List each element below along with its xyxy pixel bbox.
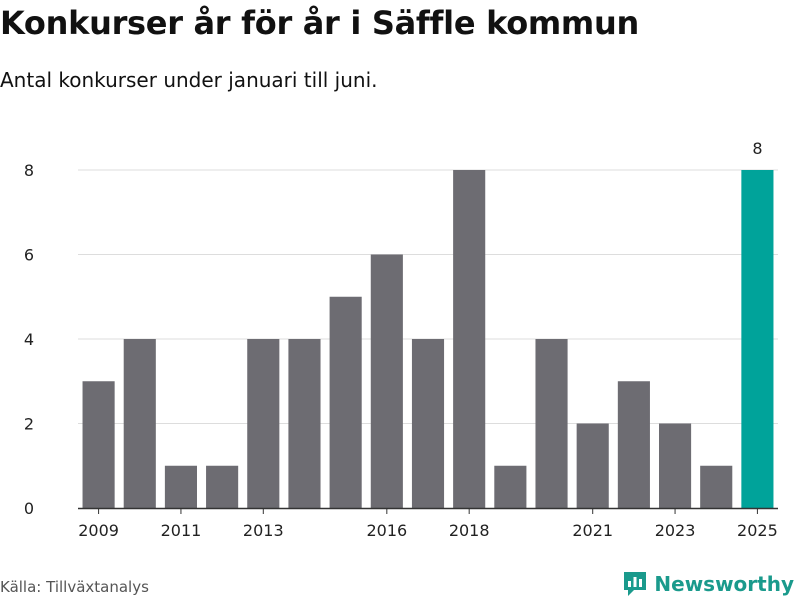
x-tick-label-2011: 2011 <box>161 521 202 540</box>
x-tick-label-2023: 2023 <box>655 521 696 540</box>
bar-2020[interactable] <box>535 339 568 508</box>
x-tick-label-2009: 2009 <box>78 521 119 540</box>
y-tick-label-0: 0 <box>24 499 34 518</box>
bar-2014[interactable] <box>288 339 321 508</box>
bar-2019[interactable] <box>494 465 527 508</box>
y-tick-label-2: 2 <box>24 415 34 434</box>
bar-2022[interactable] <box>617 381 650 508</box>
bar-2015[interactable] <box>329 296 362 508</box>
chart-subtitle: Antal konkurser under januari till juni. <box>0 68 378 92</box>
x-tick-label-2021: 2021 <box>572 521 613 540</box>
x-tick-label-2013: 2013 <box>243 521 284 540</box>
newsworthy-logo[interactable]: Newsworthy <box>622 569 794 599</box>
bar-2011[interactable] <box>164 465 197 508</box>
x-axis-ticks: 2009 2011 2013 2016 2018 2021 2023 2025 <box>78 508 778 540</box>
bar-2016[interactable] <box>370 254 403 509</box>
bar-2013[interactable] <box>247 339 280 508</box>
y-tick-label-8: 8 <box>24 161 34 180</box>
bars <box>82 170 774 509</box>
bar-2021[interactable] <box>576 423 609 509</box>
x-tick-label-2018: 2018 <box>449 521 490 540</box>
chart-title: Konkurser år för år i Säffle kommun <box>0 4 639 42</box>
bar-2023[interactable] <box>659 423 692 509</box>
newsworthy-logo-icon <box>624 572 647 596</box>
bar-2024[interactable] <box>700 465 733 508</box>
bar-2018[interactable] <box>453 170 486 508</box>
data-label-2025: 8 <box>752 139 762 158</box>
newsworthy-logo-text: Newsworthy <box>654 572 794 596</box>
x-tick-label-2016: 2016 <box>366 521 407 540</box>
bar-2017[interactable] <box>411 339 445 508</box>
data-labels: 8 <box>752 139 762 158</box>
bar-2025[interactable] <box>741 170 774 508</box>
x-tick-label-2025: 2025 <box>737 521 778 540</box>
y-tick-label-4: 4 <box>24 330 34 349</box>
bar-2012[interactable] <box>206 465 239 508</box>
y-axis-ticks: 0 2 4 6 8 <box>24 161 34 518</box>
bar-2009[interactable] <box>82 381 115 508</box>
source-note: Källa: Tillväxtanalys <box>0 578 149 596</box>
y-tick-label-6: 6 <box>24 246 34 265</box>
bar-2010[interactable] <box>123 339 156 508</box>
